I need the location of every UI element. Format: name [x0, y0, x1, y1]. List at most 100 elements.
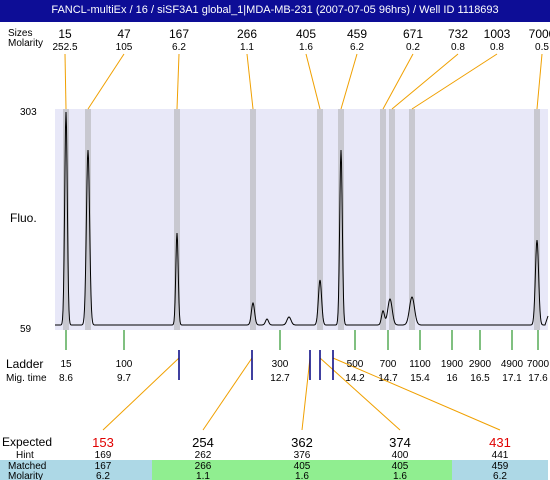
peak-molarity-label: 1.1 [240, 42, 254, 53]
expected-connector [332, 357, 501, 431]
peak-size-label: 1003 [484, 27, 511, 41]
ladder-migtime-label: 17.1 [502, 373, 522, 384]
peak-band [534, 109, 540, 330]
ladder-size-label: 1100 [409, 359, 431, 370]
peak-connector [246, 53, 254, 110]
molarity-row-label: Molarity [8, 471, 43, 480]
peak-band [174, 109, 180, 330]
peak-molarity-label: 252.5 [52, 42, 77, 53]
peak-band [338, 109, 344, 330]
ladder-row-label: Ladder [6, 357, 43, 371]
hint-value: 169 [95, 450, 112, 461]
ladder-size-label: 700 [380, 359, 397, 370]
molarity-value: 1.6 [295, 471, 309, 480]
sizes-header-label: Sizes [8, 28, 32, 39]
peak-band [409, 109, 415, 330]
peak-band [389, 109, 395, 330]
peak-size-label: 167 [169, 27, 189, 41]
peak-size-label: 459 [347, 27, 367, 41]
ladder-migtime-label: 8.6 [59, 373, 73, 384]
peak-connector [87, 53, 125, 110]
peak-size-label: 15 [58, 27, 72, 41]
matched-row-label: Matched [8, 461, 46, 472]
title-bar: FANCL-multiEx / 16 / siSF3A1 global_1|MD… [0, 0, 550, 22]
ladder-migtime-label: 14.7 [378, 373, 398, 384]
y-tick-top: 303 [20, 107, 37, 118]
expected-connector [102, 357, 180, 431]
peak-molarity-label: 0.5 [535, 42, 549, 53]
ladder-migtime-label: 16 [446, 373, 458, 384]
matched-cell-bg [152, 460, 252, 480]
peak-molarity-label: 105 [116, 42, 133, 53]
y-axis-label: Fluo. [10, 211, 37, 225]
ladder-migtime-label: 16.5 [470, 373, 490, 384]
expected-value: 431 [489, 435, 511, 450]
expected-connector [202, 357, 253, 431]
peak-band [317, 109, 323, 330]
molarity-value: 1.1 [196, 471, 210, 480]
molarity-header-label: Molarity [8, 38, 43, 49]
matched-cell-bg [452, 460, 548, 480]
hint-value: 400 [392, 450, 409, 461]
expected-row-label: Expected [2, 435, 52, 449]
row-header-bg [0, 460, 55, 480]
peak-molarity-label: 6.2 [350, 42, 364, 53]
ladder-migtime-label: 14.2 [345, 373, 365, 384]
expected-value: 362 [291, 435, 313, 450]
peak-size-label: 7000 [529, 27, 550, 41]
hint-value: 262 [195, 450, 212, 461]
matched-value: 405 [294, 461, 311, 472]
trace-line [55, 111, 549, 326]
peak-connector [391, 53, 459, 110]
hint-value: 441 [492, 450, 509, 461]
peak-molarity-label: 0.2 [406, 42, 420, 53]
peak-size-label: 266 [237, 27, 257, 41]
peak-molarity-label: 0.8 [451, 42, 465, 53]
expected-value: 374 [389, 435, 411, 450]
ladder-size-label: 300 [272, 359, 289, 370]
peak-connector [382, 53, 414, 110]
peak-band [85, 109, 91, 330]
ladder-size-label: 1900 [441, 359, 464, 370]
peak-connector [176, 53, 180, 110]
ladder-migtime-label: 17.6 [528, 373, 548, 384]
ladder-size-label: 15 [60, 359, 72, 370]
peak-size-label: 405 [296, 27, 316, 41]
matched-value: 266 [195, 461, 212, 472]
peak-size-label: 47 [117, 27, 131, 41]
peak-connector [411, 53, 498, 110]
molarity-value: 6.2 [493, 471, 507, 480]
matched-cell-bg [252, 460, 352, 480]
ladder-migtime-label: 15.4 [410, 373, 430, 384]
peak-molarity-label: 0.8 [490, 42, 504, 53]
hint-row-label: Hint [16, 450, 34, 461]
matched-cell-bg [55, 460, 152, 480]
ladder-migtime-label: 12.7 [270, 373, 290, 384]
peak-molarity-label: 1.6 [299, 42, 313, 53]
ladder-size-label: 100 [116, 359, 133, 370]
hint-value: 376 [294, 450, 311, 461]
peak-connector [340, 53, 358, 110]
matched-cell-bg [352, 460, 452, 480]
ladder-size-label: 2900 [469, 359, 492, 370]
peak-connector [305, 53, 321, 110]
peak-band [380, 109, 386, 330]
peak-connector [64, 53, 67, 110]
ladder-size-label: 7000 [527, 359, 550, 370]
expected-value: 153 [92, 435, 114, 450]
peak-molarity-label: 6.2 [172, 42, 186, 53]
migtime-row-label: Mig. time [6, 373, 47, 384]
y-tick-bottom: 59 [20, 324, 32, 335]
expected-value: 254 [192, 435, 214, 450]
peak-band [250, 109, 256, 330]
peak-size-label: 671 [403, 27, 423, 41]
molarity-value: 1.6 [393, 471, 407, 480]
chart-title: FANCL-multiEx / 16 / siSF3A1 global_1|MD… [51, 4, 499, 16]
expected-connector [301, 357, 311, 431]
matched-value: 405 [392, 461, 409, 472]
ladder-size-label: 4900 [501, 359, 524, 370]
matched-value: 459 [492, 461, 509, 472]
plot-area [55, 109, 548, 330]
peak-connector [536, 53, 543, 110]
